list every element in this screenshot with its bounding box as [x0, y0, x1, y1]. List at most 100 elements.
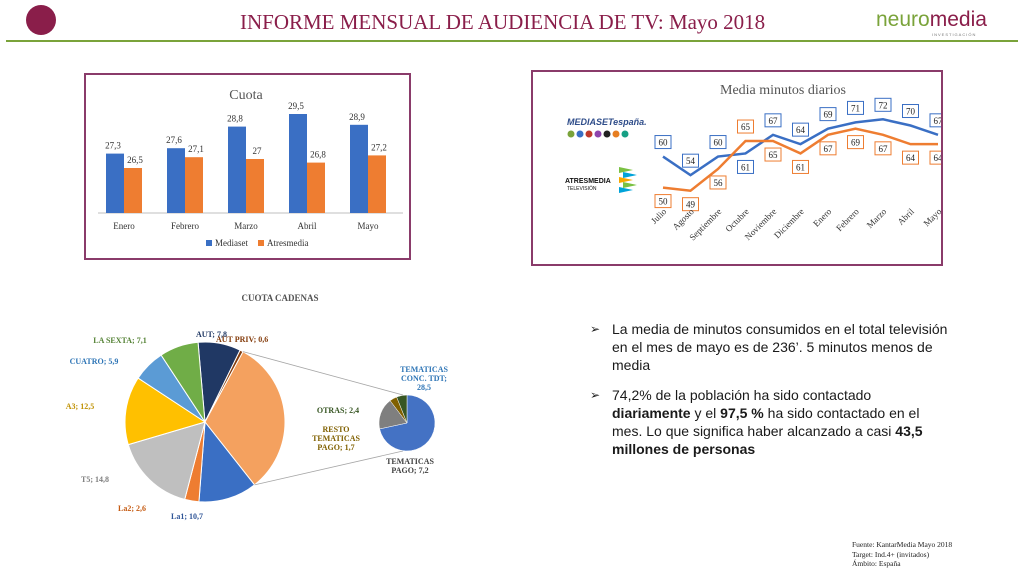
data-label-box — [819, 107, 837, 122]
data-label: 71 — [851, 103, 860, 113]
data-label-box — [792, 122, 809, 137]
x-tick-label: Diciembre — [772, 206, 806, 240]
data-label: 27,1 — [188, 144, 204, 154]
atresmedia-logo-icon — [623, 172, 637, 178]
channel-logo-icon — [612, 130, 620, 138]
bar-atresmedia-enero — [124, 168, 142, 213]
sub-pie-label-line: TEMATICAS — [386, 457, 434, 466]
source-line-3: Ámbito: España — [852, 559, 901, 568]
data-label: 67 — [934, 116, 942, 126]
brand-logo-icon — [26, 5, 56, 35]
data-label-box — [682, 153, 699, 168]
bar-mediaset-marzo — [228, 126, 246, 213]
x-tick-label: Enero — [113, 221, 135, 231]
minutes-chart: Media minutos diarios MEDIASETespaña. ATRE… — [565, 83, 947, 242]
sub-pie-label-line: PAGO; 1,7 — [317, 443, 354, 452]
series-line-mediaset — [662, 118, 939, 177]
data-label: 54 — [686, 156, 696, 166]
bullet-reach-text-3: ha sido contactado en el mes. Lo que sig… — [612, 405, 920, 439]
pie-label: A3; 12,5 — [66, 402, 94, 411]
data-label-box — [792, 159, 809, 174]
brand-subtitle: INVESTIGACIÓN — [932, 32, 977, 37]
data-label: 72 — [879, 100, 888, 110]
pie-label: CUATRO; 5,9 — [70, 357, 119, 366]
data-label: 65 — [741, 122, 751, 132]
x-tick-label: Febrero — [834, 206, 861, 233]
legend-swatch — [258, 240, 264, 246]
data-label: 28,8 — [227, 114, 243, 124]
data-label: 67 — [824, 144, 834, 154]
channel-logo-icon — [594, 130, 602, 138]
channel-logo-icon — [585, 130, 593, 138]
cuota-chart-panel: Cuota 27,3 26,5 Enero 27,6 27,1 Febrero 28,8 27 M… — [84, 73, 411, 260]
connector-line — [242, 351, 404, 396]
atresmedia-logo-icon — [619, 177, 633, 183]
data-label: 61 — [796, 162, 805, 172]
legend-entry: Atresmedia — [267, 238, 308, 248]
data-label-box — [654, 135, 672, 150]
chart-title: Media minutos diarios — [720, 83, 846, 98]
x-tick-label: Julio — [649, 206, 669, 226]
pie-slice-t5 — [127, 421, 206, 500]
pie-label: LA SEXTA; 7,1 — [93, 336, 146, 345]
channel-logo-icon — [621, 130, 629, 138]
data-label-box — [682, 197, 699, 212]
data-label: 61 — [741, 162, 750, 172]
data-label-box — [709, 175, 727, 190]
channel-logo-icon — [603, 130, 611, 138]
bar-mediaset-enero — [106, 153, 124, 213]
sub-pie-label-line: 28,5 — [417, 383, 431, 392]
x-tick-label: Enero — [811, 206, 834, 229]
mediaset-logo-text: MEDIASETespaña. — [567, 117, 647, 127]
data-label-box — [764, 147, 782, 162]
page-title: INFORME MENSUAL DE AUDIENCIA DE TV: Mayo… — [240, 10, 766, 34]
connector-line — [254, 450, 404, 486]
data-label: 50 — [659, 197, 669, 207]
pie-slice-la-sexta — [160, 341, 206, 423]
x-tick-label: Marzo — [234, 221, 258, 231]
atresmedia-logo-icon — [619, 167, 633, 173]
data-label: 64 — [934, 153, 942, 163]
sub-pie-label-line: TEMATICAS — [312, 434, 360, 443]
atresmedia-logo-icon — [619, 187, 633, 193]
data-label-box — [874, 97, 892, 112]
chart-title: CUOTA CADENAS — [241, 293, 318, 303]
pie-slice-a3 — [124, 377, 207, 446]
sub-pie-label: RESTO TEMATICAS PAGO; 1,7 — [312, 425, 360, 452]
brand-word-1: neuro — [876, 8, 930, 31]
pie-label: AUT PRIV; 0,6 — [216, 335, 268, 344]
pie-slice-tematicas-conc-tdt — [204, 350, 286, 486]
x-tick-label: Mayo — [358, 221, 379, 231]
sub-pie-label-line: TEMATICAS — [400, 365, 448, 374]
bar-atresmedia-mayo — [368, 155, 386, 213]
data-label: 27,2 — [371, 142, 387, 152]
source-line-1: Fuente: KantarMedia Mayo 2018 — [852, 540, 953, 549]
summary-bullets: ➢ La media de minutos consumidos en el t… — [590, 320, 950, 470]
bullet-minutes: ➢ La media de minutos consumidos en el t… — [590, 320, 950, 374]
atresmedia-logo-icon — [623, 182, 637, 188]
bullet-reach-bold-2: 97,5 % — [720, 405, 764, 421]
neuromedia-logo: neuromedia INVESTIGACIÓN — [876, 8, 1006, 38]
bullet-reach-bold-3: 43,5 millones de personas — [612, 423, 923, 457]
x-tick-label: Febrero — [171, 221, 199, 231]
bar-mediaset-febrero — [167, 148, 185, 213]
channel-logo-icon — [567, 130, 575, 138]
data-label: 27 — [253, 146, 263, 156]
data-label-box — [874, 141, 892, 156]
pie-label: T5; 14,8 — [81, 475, 109, 484]
data-label-box — [737, 159, 754, 174]
data-label: 56 — [714, 178, 724, 188]
data-label: 60 — [659, 138, 669, 148]
bar-atresmedia-abril — [307, 162, 325, 213]
data-label: 67 — [769, 116, 779, 126]
atresmedia-logo-sub: TELEVISIÓN — [567, 185, 597, 192]
x-tick-label: Mayo — [921, 206, 941, 228]
header-divider — [6, 40, 1018, 42]
bar-mediaset-mayo — [350, 124, 368, 213]
data-label: 27,3 — [105, 141, 121, 151]
sub-pie-label-line: CONC. TDT; — [401, 374, 447, 383]
sub-pie-label-line: PAGO; 7,2 — [391, 466, 428, 475]
sub-pie-label-line: OTRAS; 2,4 — [317, 406, 359, 415]
data-label: 27,6 — [166, 135, 182, 145]
